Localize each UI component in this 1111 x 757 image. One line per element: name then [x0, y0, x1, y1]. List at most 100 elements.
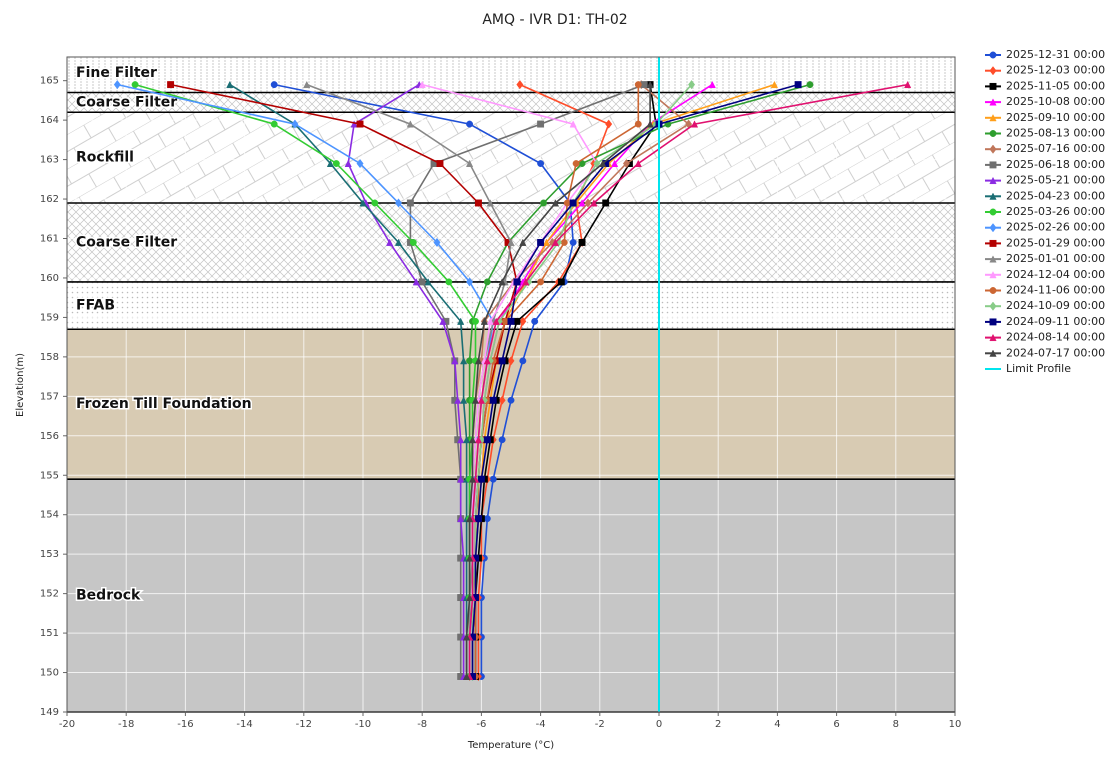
- point: [634, 120, 642, 128]
- y-tick-label: 149: [40, 707, 59, 718]
- legend-label: Limit Profile: [1006, 362, 1071, 375]
- point: [167, 81, 175, 89]
- point: [406, 120, 414, 128]
- point: [483, 436, 491, 444]
- y-tick-label: 162: [40, 194, 59, 205]
- legend-label: 2025-05-21 00:00: [1006, 174, 1105, 187]
- point: [569, 199, 577, 207]
- point: [326, 159, 335, 167]
- y-tick-label: 163: [40, 155, 59, 166]
- layer-label: Frozen Till Foundation: [76, 396, 252, 412]
- point: [602, 199, 610, 207]
- x-tick-label: 0: [656, 719, 662, 730]
- point: [708, 80, 716, 89]
- point: [513, 317, 521, 325]
- point: [466, 277, 474, 287]
- point: [584, 198, 592, 208]
- point: [424, 278, 432, 286]
- point: [436, 160, 444, 167]
- y-tick-label: 154: [40, 510, 59, 521]
- x-tick-label: -14: [236, 719, 252, 730]
- point: [519, 357, 527, 365]
- legend-label: 2025-09-10 00:00: [1006, 111, 1105, 124]
- point: [507, 396, 515, 404]
- point: [770, 80, 779, 89]
- point: [489, 396, 497, 404]
- point: [489, 475, 497, 483]
- point: [688, 80, 696, 90]
- series-line: [471, 84, 693, 677]
- point: [445, 278, 453, 286]
- point: [477, 396, 486, 404]
- point: [480, 317, 488, 325]
- point: [406, 199, 414, 207]
- legend-label: 2025-12-31 00:00: [1006, 48, 1105, 61]
- y-tick-label: 160: [40, 273, 59, 284]
- point: [557, 278, 565, 286]
- point: [560, 239, 568, 246]
- layer-label: Rockfill: [76, 150, 134, 166]
- legend-label: 2024-11-06 00:00: [1006, 284, 1105, 297]
- x-axis-title: Temperature (°C): [467, 740, 554, 751]
- series-line: [274, 83, 575, 677]
- point: [474, 435, 483, 444]
- y-tick-label: 165: [40, 76, 59, 87]
- y-tick-label: 159: [40, 312, 59, 323]
- point: [462, 633, 471, 641]
- point: [522, 278, 530, 286]
- layer-label: Fine Filter: [76, 65, 157, 81]
- point: [492, 317, 500, 325]
- point: [486, 317, 494, 325]
- legend-label: 2025-10-08 00:00: [1006, 95, 1105, 108]
- x-tick-label: -2: [595, 719, 605, 730]
- point: [270, 81, 278, 89]
- point: [498, 357, 506, 365]
- point: [486, 199, 494, 207]
- point: [989, 144, 997, 154]
- x-tick-label: -18: [118, 719, 134, 730]
- point: [904, 80, 912, 89]
- point: [359, 199, 367, 207]
- point: [498, 395, 506, 405]
- point: [542, 238, 551, 246]
- point: [303, 80, 311, 89]
- point: [462, 672, 471, 680]
- point: [690, 120, 699, 128]
- point: [460, 396, 468, 404]
- legend-label: 2025-03-26 00:00: [1006, 205, 1105, 218]
- point: [551, 199, 560, 207]
- layer-label: Coarse Filter: [76, 94, 177, 110]
- point: [794, 81, 802, 89]
- point: [226, 80, 234, 89]
- legend-label: 2025-06-18 00:00: [1006, 158, 1105, 171]
- axes: -20 -18 -16 -14 -12 -10 -8 -6 -4 -2 0 2 4 6 8 101491501…: [40, 56, 961, 730]
- series-line: [468, 83, 908, 677]
- point: [483, 515, 491, 523]
- point: [412, 278, 420, 286]
- point: [454, 396, 462, 404]
- legend-label: 2024-12-04 00:00: [1006, 268, 1105, 281]
- y-tick-label: 151: [40, 628, 59, 639]
- point: [537, 278, 545, 286]
- point: [501, 317, 509, 325]
- point: [605, 119, 613, 129]
- point: [578, 239, 586, 246]
- chart-title: AMQ - IVR D1: TH-02: [482, 12, 627, 28]
- point: [483, 357, 491, 365]
- point: [474, 357, 483, 365]
- point: [507, 238, 515, 246]
- point: [468, 475, 477, 483]
- point: [540, 199, 548, 207]
- point: [474, 515, 482, 523]
- point: [332, 160, 340, 167]
- point: [569, 239, 577, 246]
- point: [483, 278, 491, 286]
- point: [465, 514, 474, 523]
- y-tick-label: 150: [40, 668, 59, 679]
- point: [989, 255, 997, 263]
- point: [356, 158, 364, 169]
- point: [468, 435, 477, 444]
- legend: 2025-12-31 00:00 2025-12-03 00:00 2025-11-…: [985, 48, 1105, 375]
- point: [472, 317, 479, 325]
- layer-label: FFAB: [76, 298, 115, 314]
